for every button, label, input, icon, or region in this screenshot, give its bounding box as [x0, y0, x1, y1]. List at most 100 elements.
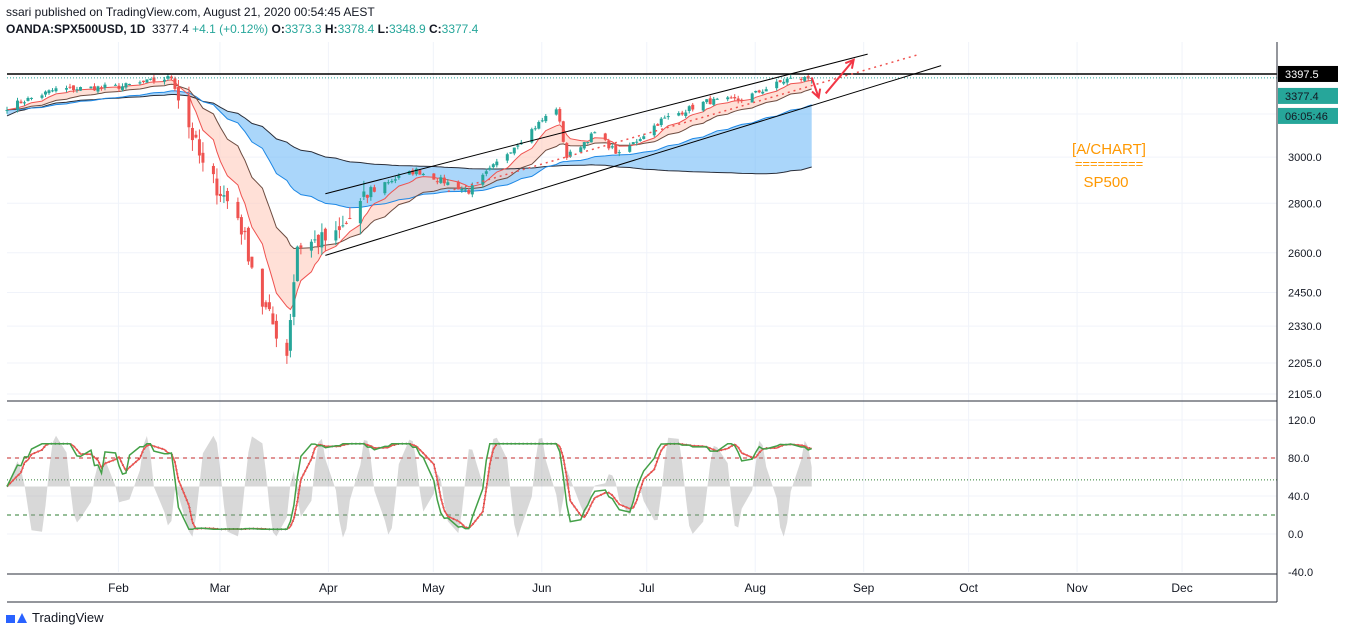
candle-body	[418, 169, 422, 175]
candle-body	[246, 227, 250, 262]
candle-body	[775, 81, 779, 89]
candle-body	[411, 170, 415, 175]
time-tick-label: Aug	[745, 581, 766, 595]
candle-body	[439, 177, 443, 183]
candle-body	[54, 88, 58, 92]
candle-body	[22, 102, 26, 104]
candle-body	[260, 268, 264, 307]
tradingview-footer[interactable]: TradingView	[6, 610, 104, 625]
candle-body	[568, 151, 572, 157]
candle-body	[757, 90, 761, 93]
candle-body	[313, 239, 317, 241]
candle-body	[211, 165, 215, 175]
candle-body	[274, 320, 278, 339]
candle-body	[582, 142, 586, 149]
candle-body	[677, 113, 681, 116]
candle-body	[488, 167, 492, 170]
published-line: ssari published on TradingView.com, Augu…	[6, 5, 375, 19]
candle-body	[341, 225, 345, 227]
high-value: 3378.4	[337, 22, 375, 36]
candle-body	[103, 84, 107, 88]
candle-body	[176, 87, 180, 101]
candle-body	[666, 116, 670, 118]
high-label: H:	[324, 22, 338, 36]
candle-body	[729, 97, 733, 99]
time-tick-label: Dec	[1171, 581, 1192, 595]
time-tick-label: Mar	[210, 581, 231, 595]
candle-body	[40, 95, 44, 98]
candle-body	[43, 91, 47, 95]
candle-body	[687, 106, 691, 111]
countdown-tag: 06:05:46	[1285, 111, 1328, 123]
candle-body	[68, 86, 72, 88]
scenario-down-arrow-head	[811, 88, 822, 100]
candle-body	[365, 194, 369, 198]
candle-body	[5, 109, 9, 111]
candle-body	[803, 76, 807, 81]
candle-body	[589, 133, 593, 143]
candle-body	[607, 140, 611, 149]
candle-body	[764, 89, 768, 92]
candle-body	[684, 112, 688, 116]
channel-lower-line	[325, 65, 942, 256]
candle-body	[642, 136, 646, 139]
candle-body	[565, 143, 569, 158]
candle-body	[117, 85, 121, 89]
candle-body	[733, 97, 737, 99]
candle-body	[799, 79, 803, 81]
candle-body	[390, 181, 394, 183]
candle-body	[99, 87, 103, 89]
candle-body	[603, 133, 607, 140]
candle-body	[19, 101, 23, 104]
candle-body	[64, 88, 68, 90]
candle-body	[708, 98, 712, 105]
candle-body	[372, 187, 376, 192]
footer-brand: TradingView	[32, 610, 104, 625]
candle-body	[736, 98, 740, 101]
candle-body	[362, 191, 366, 197]
candle-body	[138, 82, 142, 84]
candle-body	[288, 320, 292, 351]
scenario-down-arrow	[810, 77, 820, 98]
candle-body	[712, 98, 716, 105]
candle-body	[187, 96, 191, 128]
open-label: O:	[271, 22, 285, 36]
candle-body	[761, 91, 765, 94]
candle-body	[778, 80, 782, 83]
time-tick-label: Apr	[319, 581, 338, 595]
candle-body	[78, 87, 82, 91]
ma-200-line	[6, 94, 812, 175]
candle-body	[264, 302, 268, 308]
candle-body	[26, 97, 30, 101]
candle-body	[75, 89, 79, 91]
last-price-tag-bg	[1278, 87, 1338, 104]
candle-body	[166, 76, 170, 79]
candle-body	[197, 139, 201, 156]
projection-line	[447, 53, 921, 193]
chart-header: ssari published on TradingView.com, Augu…	[6, 4, 478, 38]
candle-body	[635, 141, 639, 143]
candle-body	[323, 228, 327, 241]
time-tick-label: May	[422, 581, 445, 595]
price-tick-label: 2205.0	[1288, 358, 1322, 370]
candle-body	[369, 187, 373, 198]
osc-tick-label: 80.0	[1288, 453, 1309, 465]
candle-body	[348, 217, 352, 219]
candle-body	[530, 129, 534, 143]
candle-body	[593, 132, 597, 134]
candle-body	[705, 99, 709, 103]
candle-body	[495, 161, 499, 166]
low-label: L:	[377, 22, 389, 36]
candle-body	[467, 190, 471, 194]
candle-body	[446, 182, 450, 185]
osc-tick-label: -40.0	[1288, 567, 1313, 579]
last-price: 3377.4	[152, 22, 189, 36]
candle-body	[201, 152, 205, 163]
ema-21-line	[6, 83, 812, 250]
candle-body	[663, 117, 667, 119]
symbol[interactable]: OANDA:SPX500USD, 1D	[6, 22, 146, 36]
candle-body	[344, 222, 348, 224]
candle-body	[358, 201, 362, 224]
time-tick-label: Sep	[853, 581, 875, 595]
